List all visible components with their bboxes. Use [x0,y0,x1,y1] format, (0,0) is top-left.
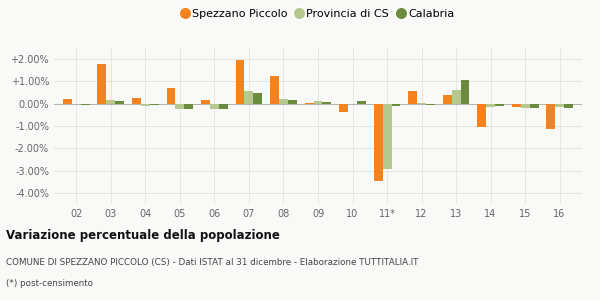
Bar [357,101,366,104]
Bar [443,95,452,104]
Bar [461,80,469,104]
Bar [219,104,228,109]
Legend: Spezzano Piccolo, Provincia di CS, Calabria: Spezzano Piccolo, Provincia di CS, Calab… [178,4,458,24]
Bar [392,104,400,106]
Bar [374,104,383,181]
Bar [97,64,106,104]
Bar [486,104,495,107]
Bar [63,99,72,104]
Bar [132,98,141,104]
Bar [141,104,150,106]
Bar [150,104,159,105]
Bar [305,103,314,104]
Text: COMUNE DI SPEZZANO PICCOLO (CS) - Dati ISTAT al 31 dicembre - Elaborazione TUTTI: COMUNE DI SPEZZANO PICCOLO (CS) - Dati I… [6,259,419,268]
Bar [322,102,331,104]
Bar [106,100,115,104]
Bar [167,88,175,104]
Bar [408,92,417,104]
Bar [417,103,426,104]
Bar [253,93,262,104]
Bar [175,104,184,109]
Bar [270,76,279,104]
Bar [452,90,461,104]
Bar [546,104,555,129]
Bar [564,104,573,108]
Bar [512,104,521,107]
Text: Variazione percentuale della popolazione: Variazione percentuale della popolazione [6,229,280,242]
Bar [477,104,486,127]
Bar [495,104,504,106]
Bar [383,104,392,170]
Bar [236,60,244,104]
Bar [184,104,193,109]
Text: (*) post-censimento: (*) post-censimento [6,280,93,289]
Bar [521,104,530,108]
Bar [244,92,253,104]
Bar [81,104,90,105]
Bar [210,104,219,109]
Bar [530,104,539,108]
Bar [279,99,288,104]
Bar [555,104,564,107]
Bar [339,104,348,112]
Bar [314,101,322,104]
Bar [201,100,210,104]
Bar [426,104,435,105]
Bar [288,100,297,104]
Bar [115,101,124,104]
